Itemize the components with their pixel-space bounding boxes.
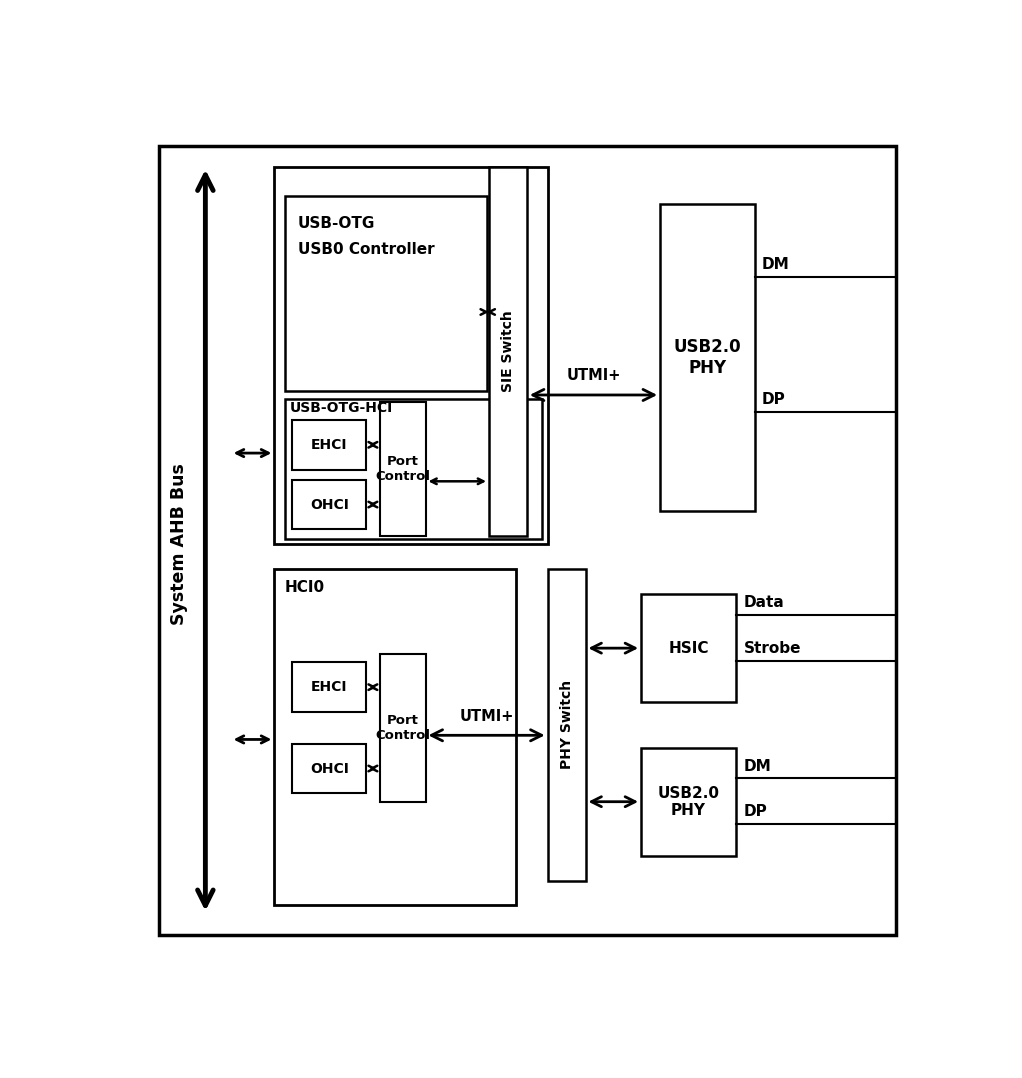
Text: USB0 Controller: USB0 Controller [298, 243, 434, 258]
FancyBboxPatch shape [292, 480, 366, 529]
Text: USB-OTG: USB-OTG [298, 216, 375, 231]
Text: DM: DM [761, 258, 789, 272]
Text: OHCI: OHCI [310, 498, 349, 512]
Text: DP: DP [761, 391, 785, 406]
Text: SIE Switch: SIE Switch [501, 310, 515, 392]
FancyBboxPatch shape [274, 569, 516, 906]
FancyBboxPatch shape [292, 744, 366, 793]
Text: Strobe: Strobe [744, 640, 801, 655]
Text: Data: Data [744, 595, 785, 610]
Text: EHCI: EHCI [311, 680, 347, 694]
FancyBboxPatch shape [159, 146, 896, 935]
Text: DM: DM [744, 759, 772, 774]
FancyBboxPatch shape [284, 196, 486, 391]
Text: HSIC: HSIC [668, 640, 709, 655]
Text: USB2.0
PHY: USB2.0 PHY [673, 338, 741, 377]
Text: HCI0: HCI0 [284, 580, 325, 595]
Text: UTMI+: UTMI+ [566, 369, 620, 384]
Text: System AHB Bus: System AHB Bus [171, 464, 188, 625]
FancyBboxPatch shape [660, 204, 755, 511]
Text: USB2.0
PHY: USB2.0 PHY [657, 786, 719, 818]
Text: Port
Control: Port Control [375, 455, 430, 483]
Text: OHCI: OHCI [310, 761, 349, 775]
Text: Port
Control: Port Control [375, 714, 430, 742]
FancyBboxPatch shape [292, 662, 366, 713]
Text: PHY Switch: PHY Switch [560, 680, 573, 770]
FancyBboxPatch shape [489, 167, 527, 536]
FancyBboxPatch shape [292, 420, 366, 470]
FancyBboxPatch shape [641, 748, 736, 856]
Text: UTMI+: UTMI+ [459, 708, 514, 723]
FancyBboxPatch shape [379, 654, 425, 802]
FancyBboxPatch shape [274, 167, 548, 544]
FancyBboxPatch shape [379, 402, 425, 536]
FancyBboxPatch shape [641, 594, 736, 702]
Text: DP: DP [744, 804, 768, 819]
FancyBboxPatch shape [548, 569, 586, 881]
FancyBboxPatch shape [284, 399, 542, 539]
Text: EHCI: EHCI [311, 438, 347, 452]
Text: USB-OTG-HCI: USB-OTG-HCI [290, 401, 393, 415]
